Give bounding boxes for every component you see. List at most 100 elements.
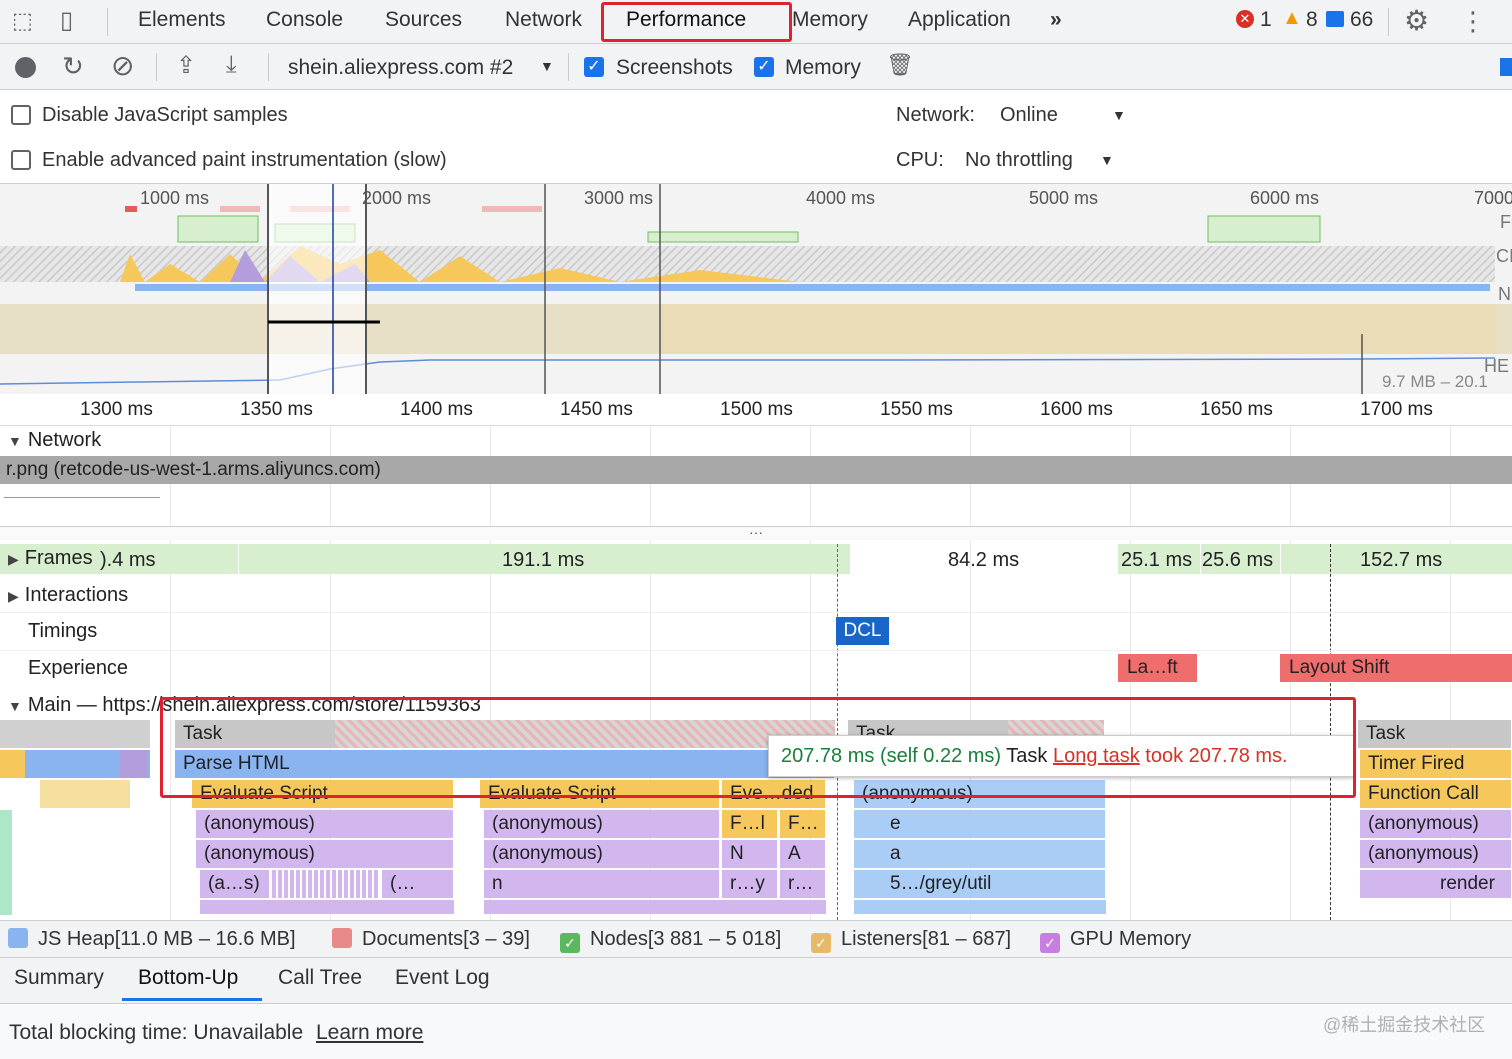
anonymous-block[interactable]: (anonymous): [484, 840, 720, 868]
anonymous-block[interactable]: (anonymous): [1360, 840, 1512, 868]
anonymous-block[interactable]: (anonymous): [854, 780, 1106, 808]
timer-fired-block[interactable]: Timer Fired: [1360, 750, 1512, 778]
function-block[interactable]: (…: [382, 870, 454, 898]
tab-bottom-up[interactable]: Bottom-Up: [138, 966, 239, 989]
tab-performance[interactable]: Performance: [626, 8, 747, 31]
function-block-clipped[interactable]: [200, 900, 454, 914]
function-block[interactable]: 5…/grey/util: [854, 870, 1106, 898]
message-count[interactable]: 66: [1350, 8, 1374, 31]
evaluate-script-block[interactable]: Evaluate Script: [480, 780, 720, 808]
reload-icon[interactable]: ↻: [62, 51, 84, 81]
error-count[interactable]: 1: [1260, 8, 1272, 31]
frames-bar[interactable]: [1118, 544, 1512, 574]
kebab-menu-icon[interactable]: ⋮: [1460, 6, 1486, 36]
frame-divider: [1280, 544, 1281, 574]
interactions-track-header[interactable]: ▶ Interactions: [8, 584, 128, 607]
track-resize-handle[interactable]: ···: [0, 525, 1512, 540]
documents-counter[interactable]: Documents[3 – 39]: [332, 928, 530, 951]
function-block[interactable]: e: [854, 810, 1106, 838]
screenshots-checkbox[interactable]: ✓: [584, 57, 604, 77]
advanced-paint-checkbox[interactable]: [11, 150, 31, 170]
upload-icon[interactable]: ⇪: [176, 52, 197, 79]
recording-select[interactable]: shein.aliexpress.com #2: [288, 56, 514, 79]
tab-sources[interactable]: Sources: [385, 8, 463, 31]
function-block[interactable]: N: [722, 840, 778, 868]
frame-divider: [238, 544, 239, 574]
timeline-overview[interactable]: 1000 ms 2000 ms 3000 ms 4000 ms 5000 ms …: [0, 184, 1512, 394]
event-dispatched-block[interactable]: Eve…ded: [722, 780, 826, 808]
function-block-clipped[interactable]: [854, 900, 1106, 914]
cpu-throttle-select[interactable]: No throttling: [965, 149, 1073, 171]
tab-event-log[interactable]: Event Log: [395, 966, 490, 989]
function-block[interactable]: A: [780, 840, 826, 868]
settings-gear-icon[interactable]: [1500, 58, 1512, 76]
function-block[interactable]: render: [1360, 870, 1512, 898]
tab-summary[interactable]: Summary: [14, 966, 104, 989]
long-task-link[interactable]: Long task: [1052, 745, 1140, 767]
network-throttle-select[interactable]: Online: [1000, 104, 1058, 126]
network-request-bar[interactable]: [0, 456, 1512, 484]
task-block[interactable]: Task: [1358, 720, 1512, 748]
download-icon[interactable]: ⤓: [226, 51, 237, 78]
js-heap-counter[interactable]: JS Heap[11.0 MB – 16.6 MB]: [8, 928, 296, 951]
nodes-counter[interactable]: ✓ Nodes[3 881 – 5 018]: [560, 928, 781, 953]
inspect-element-icon[interactable]: ⬚: [12, 8, 33, 33]
chevron-down-icon[interactable]: ▼: [1100, 152, 1114, 168]
overview-graphs: [0, 184, 1512, 394]
advanced-paint-label: Enable advanced paint instrumentation (s…: [42, 149, 447, 171]
network-track-header[interactable]: ▼ Network: [8, 429, 101, 452]
tab-memory[interactable]: Memory: [792, 8, 868, 31]
warning-icon: ▲: [1282, 7, 1302, 29]
tab-application[interactable]: Application: [908, 8, 1011, 31]
net-label: N: [1498, 284, 1511, 304]
anonymous-block[interactable]: (anonymous): [484, 810, 720, 838]
clear-icon[interactable]: ⊘: [111, 50, 135, 81]
function-block[interactable]: r…: [780, 870, 826, 898]
tab-console[interactable]: Console: [266, 8, 344, 31]
tab-elements[interactable]: Elements: [138, 8, 226, 31]
tab-network[interactable]: Network: [505, 8, 583, 31]
disable-js-samples-checkbox[interactable]: [11, 105, 31, 125]
listeners-checkbox[interactable]: ✓: [811, 933, 831, 953]
anonymous-block[interactable]: (anonymous): [196, 840, 454, 868]
anonymous-block[interactable]: (anonymous): [196, 810, 454, 838]
parse-html-block[interactable]: Parse HTML: [175, 750, 835, 778]
gpu-memory-checkbox[interactable]: ✓: [1040, 933, 1060, 953]
fps-label: F: [1500, 212, 1511, 232]
more-tabs-icon[interactable]: »: [1050, 8, 1062, 31]
function-block-clipped[interactable]: [484, 900, 826, 914]
expand-triangle-icon: ▶: [8, 588, 19, 604]
chevron-down-icon[interactable]: ▼: [540, 58, 554, 74]
function-block[interactable]: a: [854, 840, 1106, 868]
js-heap-checkbox[interactable]: [8, 928, 28, 948]
grid-line: [490, 426, 491, 920]
dcl-marker[interactable]: DCL: [836, 617, 889, 645]
gpu-memory-counter[interactable]: ✓ GPU Memory: [1040, 928, 1191, 953]
chevron-down-icon[interactable]: ▼: [1112, 107, 1126, 123]
warning-count[interactable]: 8: [1306, 8, 1318, 31]
frames-bar[interactable]: [0, 544, 850, 574]
memory-checkbox[interactable]: ✓: [754, 57, 774, 77]
anonymous-block[interactable]: (anonymous): [1360, 810, 1512, 838]
layout-shift-marker[interactable]: La…ft: [1118, 654, 1197, 682]
documents-checkbox[interactable]: [332, 928, 352, 948]
function-block[interactable]: F…l: [722, 810, 778, 838]
frames-track-header[interactable]: ▶ Frames: [8, 547, 93, 570]
function-block[interactable]: n: [484, 870, 720, 898]
device-toolbar-icon[interactable]: ▯: [60, 7, 74, 34]
learn-more-link[interactable]: Learn more: [316, 1021, 424, 1044]
trash-icon[interactable]: 🗑: [886, 52, 914, 77]
tab-call-tree[interactable]: Call Tree: [278, 966, 363, 989]
nodes-checkbox[interactable]: ✓: [560, 933, 580, 953]
gear-icon[interactable]: ⚙: [1404, 5, 1430, 36]
ruler-tick: 1350 ms: [240, 399, 313, 420]
function-block[interactable]: r…y: [722, 870, 778, 898]
listeners-counter[interactable]: ✓ Listeners[81 – 687]: [811, 928, 1011, 953]
function-block[interactable]: F…: [780, 810, 826, 838]
evaluate-script-block[interactable]: Evaluate Script: [192, 780, 454, 808]
layout-shift-marker[interactable]: Layout Shift: [1280, 654, 1512, 682]
function-block[interactable]: (a…s): [200, 870, 270, 898]
js-heap-label: JS Heap[11.0 MB – 16.6 MB]: [38, 928, 296, 950]
function-call-block[interactable]: Function Call: [1360, 780, 1512, 808]
record-icon[interactable]: [15, 57, 36, 78]
